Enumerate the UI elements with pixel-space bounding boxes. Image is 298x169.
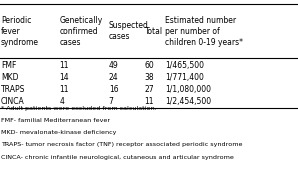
Text: 11: 11 [60, 61, 69, 70]
Text: 1/2,454,500: 1/2,454,500 [165, 97, 212, 106]
Text: 49: 49 [109, 61, 119, 70]
Text: 1/465,500: 1/465,500 [165, 61, 204, 70]
Text: 16: 16 [109, 85, 118, 94]
Text: MKD- mevalonate-kinase deficiency: MKD- mevalonate-kinase deficiency [1, 130, 116, 135]
Text: 38: 38 [145, 73, 154, 82]
Text: FMF- familial Mediterranean fever: FMF- familial Mediterranean fever [1, 118, 110, 123]
Text: 60: 60 [145, 61, 154, 70]
Text: 27: 27 [145, 85, 154, 94]
Text: Periodic
fever
syndrome: Periodic fever syndrome [1, 16, 39, 46]
Text: 24: 24 [109, 73, 118, 82]
Text: * Adult patients were excluded from calculation.: * Adult patients were excluded from calc… [1, 106, 156, 111]
Text: Suspected
cases: Suspected cases [109, 21, 149, 41]
Text: Total: Total [145, 27, 163, 36]
Text: CINCA- chronic infantile neurological, cutaneous and articular syndrome: CINCA- chronic infantile neurological, c… [1, 155, 234, 160]
Text: 7: 7 [109, 97, 114, 106]
Text: FMF: FMF [1, 61, 16, 70]
Text: Genetically
confirmed
cases: Genetically confirmed cases [60, 16, 103, 46]
Text: 11: 11 [60, 85, 69, 94]
Text: Estimated number
per number of
children 0-19 years*: Estimated number per number of children … [165, 16, 243, 46]
Text: 14: 14 [60, 73, 69, 82]
Text: 11: 11 [145, 97, 154, 106]
Text: 1/771,400: 1/771,400 [165, 73, 204, 82]
Text: CINCA: CINCA [1, 97, 25, 106]
Text: 4: 4 [60, 97, 64, 106]
Text: TRAPS: TRAPS [1, 85, 25, 94]
Text: TRAPS- tumor necrosis factor (TNF) receptor associated periodic syndrome: TRAPS- tumor necrosis factor (TNF) recep… [1, 142, 242, 148]
Text: MKD: MKD [1, 73, 18, 82]
Text: 1/1,080,000: 1/1,080,000 [165, 85, 211, 94]
